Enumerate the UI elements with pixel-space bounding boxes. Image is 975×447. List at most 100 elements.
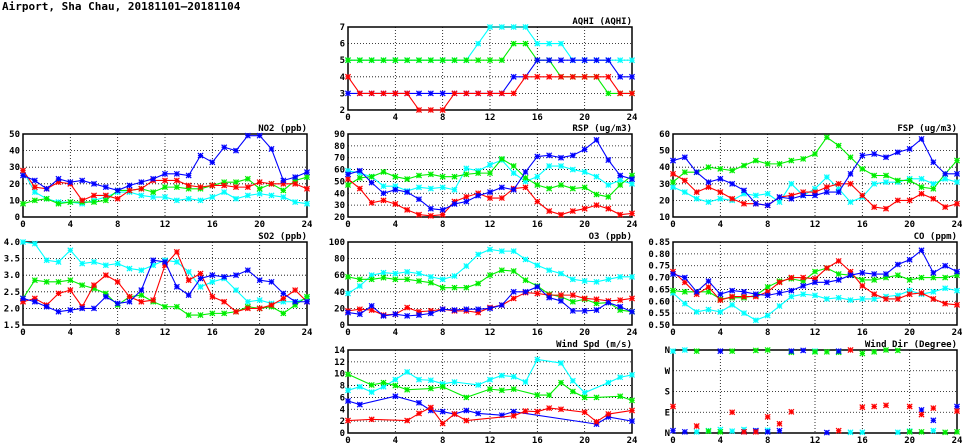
data-point (232, 147, 240, 154)
data-point (427, 171, 434, 178)
data-point (256, 132, 263, 139)
data-point (126, 265, 133, 272)
data-point (581, 307, 588, 314)
data-point (451, 186, 458, 193)
data-point (628, 210, 636, 217)
data-point (19, 298, 27, 305)
data-point (161, 262, 169, 269)
data-point (67, 287, 74, 294)
data-point (705, 284, 712, 291)
data-point (847, 297, 854, 304)
data-point (617, 73, 624, 80)
data-point (546, 208, 553, 215)
data-point (717, 189, 724, 196)
data-point (303, 174, 311, 181)
data-point (150, 262, 157, 269)
data-point (114, 300, 121, 307)
data-point (942, 170, 949, 177)
data-point (356, 282, 363, 290)
data-point (581, 168, 588, 175)
data-point (546, 162, 553, 170)
data-point (173, 303, 180, 310)
data-point (617, 307, 624, 314)
data-point (717, 165, 724, 172)
data-point (628, 73, 636, 80)
data-point (835, 270, 842, 278)
x-tick-label: 8 (440, 113, 445, 123)
data-point (811, 348, 819, 355)
data-point (510, 73, 517, 80)
data-point (569, 298, 576, 305)
data-point (102, 197, 109, 204)
data-point (776, 279, 783, 286)
data-point (764, 346, 771, 354)
data-point (439, 284, 446, 291)
data-point (356, 185, 363, 192)
data-point (404, 176, 411, 183)
y-tick-label: 8 (340, 382, 345, 392)
data-point (292, 298, 299, 305)
data-point (185, 182, 192, 189)
y-tick-label: 3.0 (4, 271, 20, 281)
data-point (510, 162, 517, 170)
data-point (256, 190, 263, 197)
data-point (280, 180, 287, 187)
data-point (463, 165, 470, 172)
data-point (368, 272, 375, 279)
data-point (569, 73, 576, 80)
data-point (918, 411, 925, 418)
y-tick-label: 30 (659, 180, 670, 190)
x-tick-label: 0 (670, 436, 675, 446)
chart-title: NO2 (ppb) (258, 124, 307, 134)
data-point (729, 195, 736, 202)
y-tick-label: 0.80 (648, 250, 670, 260)
data-point (681, 288, 688, 295)
data-point (173, 184, 180, 191)
data-point (534, 392, 541, 399)
data-point (185, 185, 192, 192)
data-point (546, 73, 553, 80)
data-point (79, 305, 86, 312)
data-point (546, 152, 553, 159)
y-tick-label: 0.70 (648, 274, 670, 284)
x-tick-label: 16 (532, 328, 543, 338)
data-point (232, 195, 240, 202)
data-point (404, 90, 411, 97)
data-point (463, 407, 470, 414)
data-point (930, 295, 937, 302)
data-point (918, 175, 925, 182)
data-point (463, 171, 470, 178)
data-point (451, 411, 458, 418)
data-point (475, 192, 482, 199)
data-point (669, 287, 677, 294)
x-tick-label: 8 (115, 220, 120, 230)
x-tick-label: 16 (532, 113, 543, 123)
data-point (173, 170, 180, 177)
data-point (256, 185, 263, 192)
x-tick-label: 4 (718, 328, 724, 338)
data-point (930, 180, 937, 187)
data-point (427, 185, 434, 192)
data-point (628, 295, 636, 302)
data-point (859, 192, 866, 199)
data-point (942, 175, 949, 182)
data-point (197, 197, 204, 204)
data-point (882, 172, 890, 179)
y-tick-label: 0 (340, 429, 345, 439)
data-point (114, 260, 121, 267)
data-point (617, 172, 624, 179)
x-tick-label: 4 (393, 328, 399, 338)
data-point (451, 284, 458, 291)
data-point (953, 170, 961, 177)
data-point (835, 427, 842, 434)
data-point (221, 310, 228, 317)
data-point (173, 258, 180, 265)
data-point (918, 135, 925, 143)
data-point (557, 211, 565, 218)
data-point (628, 407, 636, 414)
data-point (498, 248, 505, 255)
y-tick-label: 40 (334, 189, 345, 199)
data-point (871, 295, 878, 302)
x-tick-label: 12 (485, 220, 496, 230)
data-point (740, 190, 748, 197)
